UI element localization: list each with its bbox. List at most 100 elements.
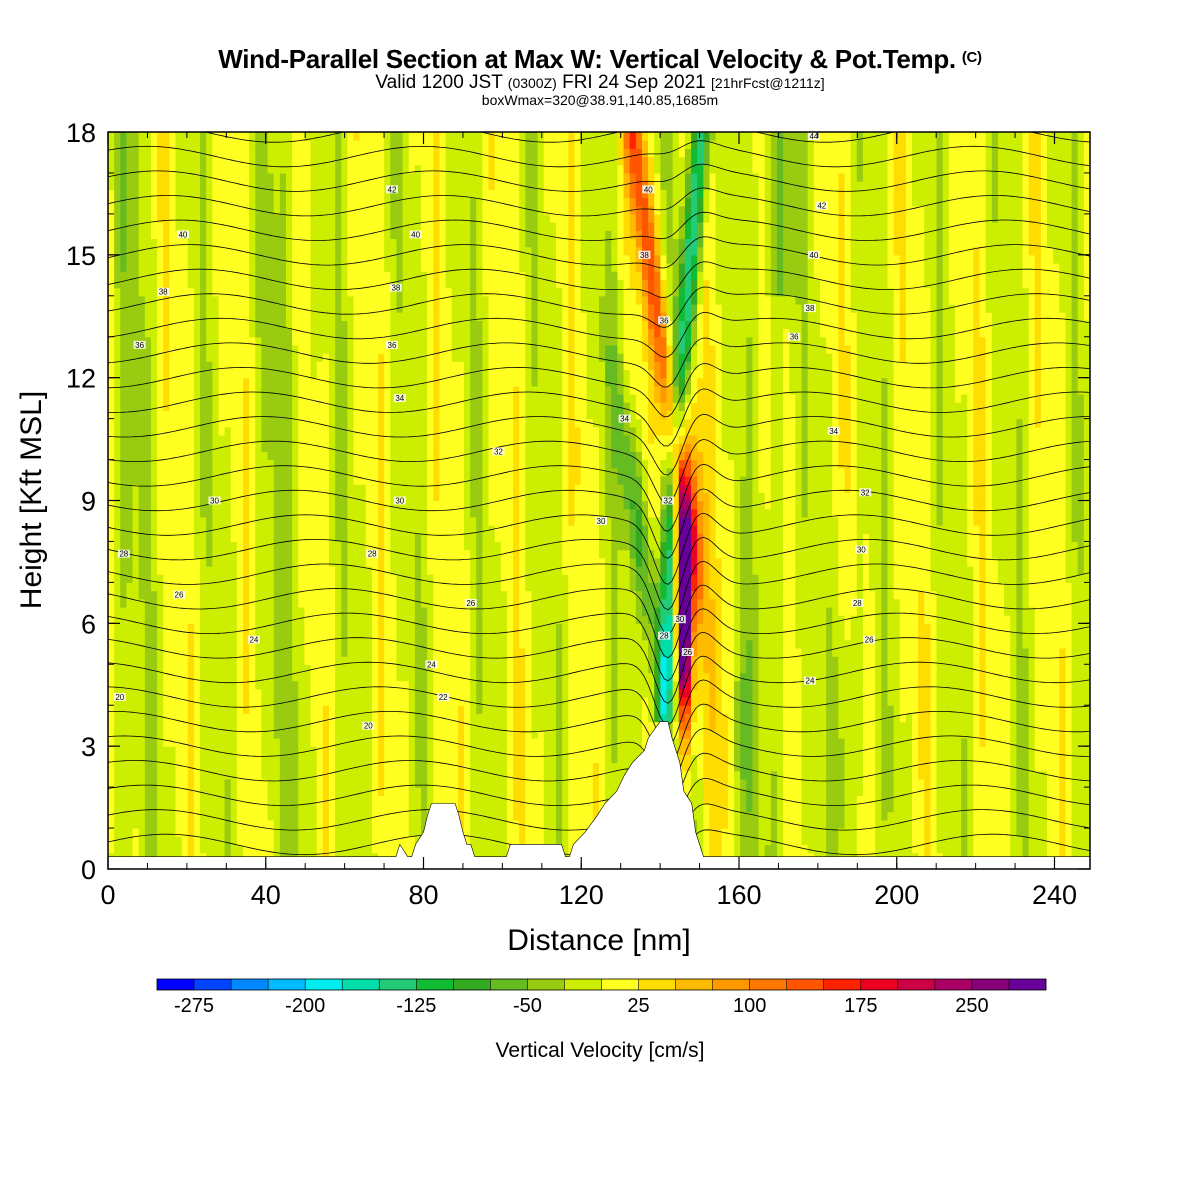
- velocity-cell: [218, 819, 226, 829]
- velocity-cell: [347, 164, 355, 174]
- velocity-cell: [384, 344, 391, 354]
- velocity-cell: [427, 647, 434, 657]
- velocity-cell: [371, 598, 379, 608]
- velocity-cell: [249, 295, 256, 305]
- velocity-cell: [126, 434, 134, 444]
- velocity-cell: [175, 434, 183, 444]
- velocity-cell: [378, 230, 385, 240]
- velocity-cell: [249, 140, 256, 149]
- velocity-cell: [193, 434, 201, 444]
- velocity-cell: [427, 525, 434, 534]
- velocity-cell: [273, 385, 281, 395]
- velocity-cell: [279, 246, 287, 256]
- velocity-cell: [243, 721, 250, 731]
- velocity-cell: [292, 467, 299, 477]
- velocity-cell: [200, 729, 207, 739]
- velocity-cell: [371, 312, 379, 321]
- velocity-cell: [316, 508, 324, 518]
- velocity-cell: [212, 295, 220, 305]
- velocity-cell: [292, 713, 299, 723]
- velocity-cell: [169, 729, 177, 739]
- velocity-cell: [402, 746, 410, 755]
- velocity-cell: [243, 631, 250, 641]
- velocity-cell: [310, 402, 318, 412]
- velocity-cell: [353, 492, 361, 502]
- velocity-cell: [193, 533, 201, 543]
- velocity-cell: [316, 246, 324, 256]
- velocity-cell: [347, 500, 355, 510]
- velocity-cell: [353, 336, 361, 346]
- velocity-cell: [114, 172, 121, 182]
- velocity-cell: [108, 467, 115, 477]
- velocity-cell: [200, 156, 207, 166]
- velocity-cell: [108, 443, 115, 452]
- velocity-cell: [108, 394, 115, 403]
- velocity-cell: [169, 303, 177, 313]
- velocity-cell: [187, 287, 195, 297]
- velocity-cell: [279, 205, 287, 215]
- velocity-cell: [285, 475, 293, 485]
- velocity-cell: [267, 467, 275, 477]
- velocity-cell: [378, 729, 385, 739]
- velocity-cell: [390, 533, 398, 543]
- velocity-cell: [236, 312, 244, 321]
- velocity-cell: [181, 475, 189, 485]
- velocity-cell: [378, 181, 385, 190]
- velocity-cell: [126, 770, 134, 780]
- velocity-cell: [316, 287, 324, 297]
- velocity-cell: [414, 475, 422, 485]
- velocity-cell: [169, 811, 177, 821]
- velocity-cell: [402, 459, 410, 469]
- velocity-cell: [396, 328, 404, 338]
- velocity-cell: [439, 287, 447, 297]
- velocity-cell: [138, 566, 146, 575]
- velocity-cell: [255, 402, 263, 412]
- velocity-cell: [298, 582, 305, 592]
- velocity-cell: [157, 533, 164, 543]
- velocity-cell: [108, 344, 115, 354]
- velocity-cell: [181, 656, 189, 665]
- velocity-cell: [347, 295, 355, 305]
- velocity-cell: [328, 721, 336, 731]
- velocity-cell: [371, 623, 379, 633]
- velocity-cell: [298, 647, 305, 657]
- velocity-cell: [150, 566, 158, 575]
- velocity-cell: [249, 606, 256, 616]
- velocity-cell: [224, 762, 232, 772]
- velocity-cell: [427, 475, 434, 485]
- velocity-cell: [353, 426, 361, 436]
- velocity-cell: [206, 230, 213, 240]
- velocity-cell: [384, 434, 391, 444]
- velocity-cell: [390, 754, 398, 764]
- velocity-cell: [353, 238, 361, 248]
- velocity-cell: [322, 811, 330, 821]
- velocity-cell: [371, 606, 379, 616]
- velocity-cell: [384, 525, 391, 534]
- velocity-cell: [427, 721, 434, 731]
- velocity-cell: [378, 295, 385, 305]
- velocity-cell: [212, 729, 220, 739]
- velocity-cell: [384, 737, 391, 747]
- velocity-cell: [126, 402, 134, 412]
- velocity-cell: [396, 238, 404, 248]
- velocity-cell: [169, 451, 177, 461]
- velocity-cell: [279, 811, 287, 821]
- velocity-cell: [433, 795, 441, 805]
- velocity-cell: [402, 828, 410, 837]
- velocity-cell: [371, 459, 379, 469]
- velocity-cell: [261, 606, 269, 616]
- velocity-cell: [138, 213, 146, 223]
- velocity-cell: [347, 705, 355, 715]
- velocity-cell: [261, 394, 269, 403]
- velocity-cell: [384, 213, 391, 223]
- velocity-cell: [328, 508, 336, 518]
- velocity-cell: [200, 205, 207, 215]
- velocity-cell: [175, 819, 183, 829]
- velocity-cell: [187, 140, 195, 149]
- velocity-cell: [206, 369, 213, 379]
- velocity-cell: [347, 492, 355, 502]
- velocity-cell: [218, 811, 226, 821]
- velocity-cell: [169, 606, 177, 616]
- velocity-cell: [187, 721, 195, 731]
- velocity-cell: [126, 664, 134, 674]
